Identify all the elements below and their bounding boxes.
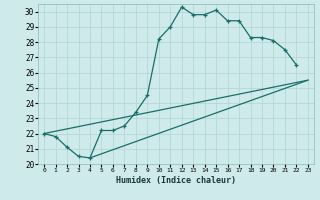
X-axis label: Humidex (Indice chaleur): Humidex (Indice chaleur) [116,176,236,185]
